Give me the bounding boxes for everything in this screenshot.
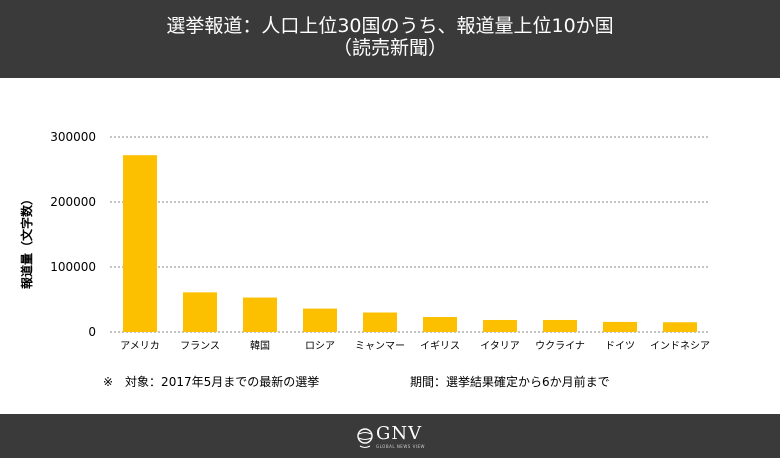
bar-4 xyxy=(363,312,397,332)
x-tick-label: 韓国 xyxy=(250,340,270,352)
bar-8 xyxy=(603,321,637,332)
note-target: ※ 対象：2017年5月までの最新の選挙 xyxy=(103,374,319,389)
logo-subtext: GLOBAL NEWS VIEW xyxy=(376,444,425,449)
x-tick-label: インドネシア xyxy=(650,340,710,352)
x-tick-label: ウクライナ xyxy=(535,340,585,352)
chart-subtitle: （読売新聞） xyxy=(332,37,447,59)
y-tick-label: 300000 xyxy=(50,130,96,144)
bar-chart: 0 100000 200000 300000 アメリカ フランス 韓国 ロシア ミャンマー イギ… xyxy=(19,130,710,389)
x-axis-labels: アメリカ フランス 韓国 ロシア ミャンマー イギリス イタリア ウクライナ ドイツ インドネシア xyxy=(120,340,710,352)
y-axis-ticks: 0 100000 200000 300000 xyxy=(50,130,96,339)
x-tick-label: イタリア xyxy=(480,340,520,352)
gnv-logo: GNV GLOBAL NEWS VIEW xyxy=(356,423,426,451)
bars xyxy=(123,155,697,332)
bar-7 xyxy=(543,319,577,332)
globe-icon xyxy=(357,428,373,449)
chart-header: 選挙報道：人口上位30国のうち、報道量上位10か国 （読売新聞） xyxy=(0,0,780,78)
bar-1 xyxy=(183,292,217,332)
footer: GNV GLOBAL NEWS VIEW xyxy=(0,414,780,458)
bar-0 xyxy=(123,155,157,332)
bar-2 xyxy=(243,297,277,332)
y-tick-label: 0 xyxy=(88,325,96,339)
x-tick-label: フランス xyxy=(180,340,220,352)
x-tick-label: ロシア xyxy=(305,341,335,352)
x-tick-label: イギリス xyxy=(420,340,460,352)
y-tick-label: 200000 xyxy=(50,195,96,209)
note-period: 期間：選挙結果確定から6か月前まで xyxy=(410,374,610,389)
y-axis-label: 報道量（文字数） xyxy=(19,193,34,289)
x-tick-label: アメリカ xyxy=(120,340,160,352)
bar-5 xyxy=(423,317,457,332)
bar-6 xyxy=(483,319,517,332)
x-tick-label: ドイツ xyxy=(605,341,635,352)
x-tick-label: ミャンマー xyxy=(355,341,405,352)
logo-text: GNV xyxy=(376,423,423,444)
bar-9 xyxy=(663,322,697,332)
y-tick-label: 100000 xyxy=(50,260,96,274)
bar-3 xyxy=(303,308,337,332)
chart-title: 選挙報道：人口上位30国のうち、報道量上位10か国 xyxy=(166,15,614,37)
